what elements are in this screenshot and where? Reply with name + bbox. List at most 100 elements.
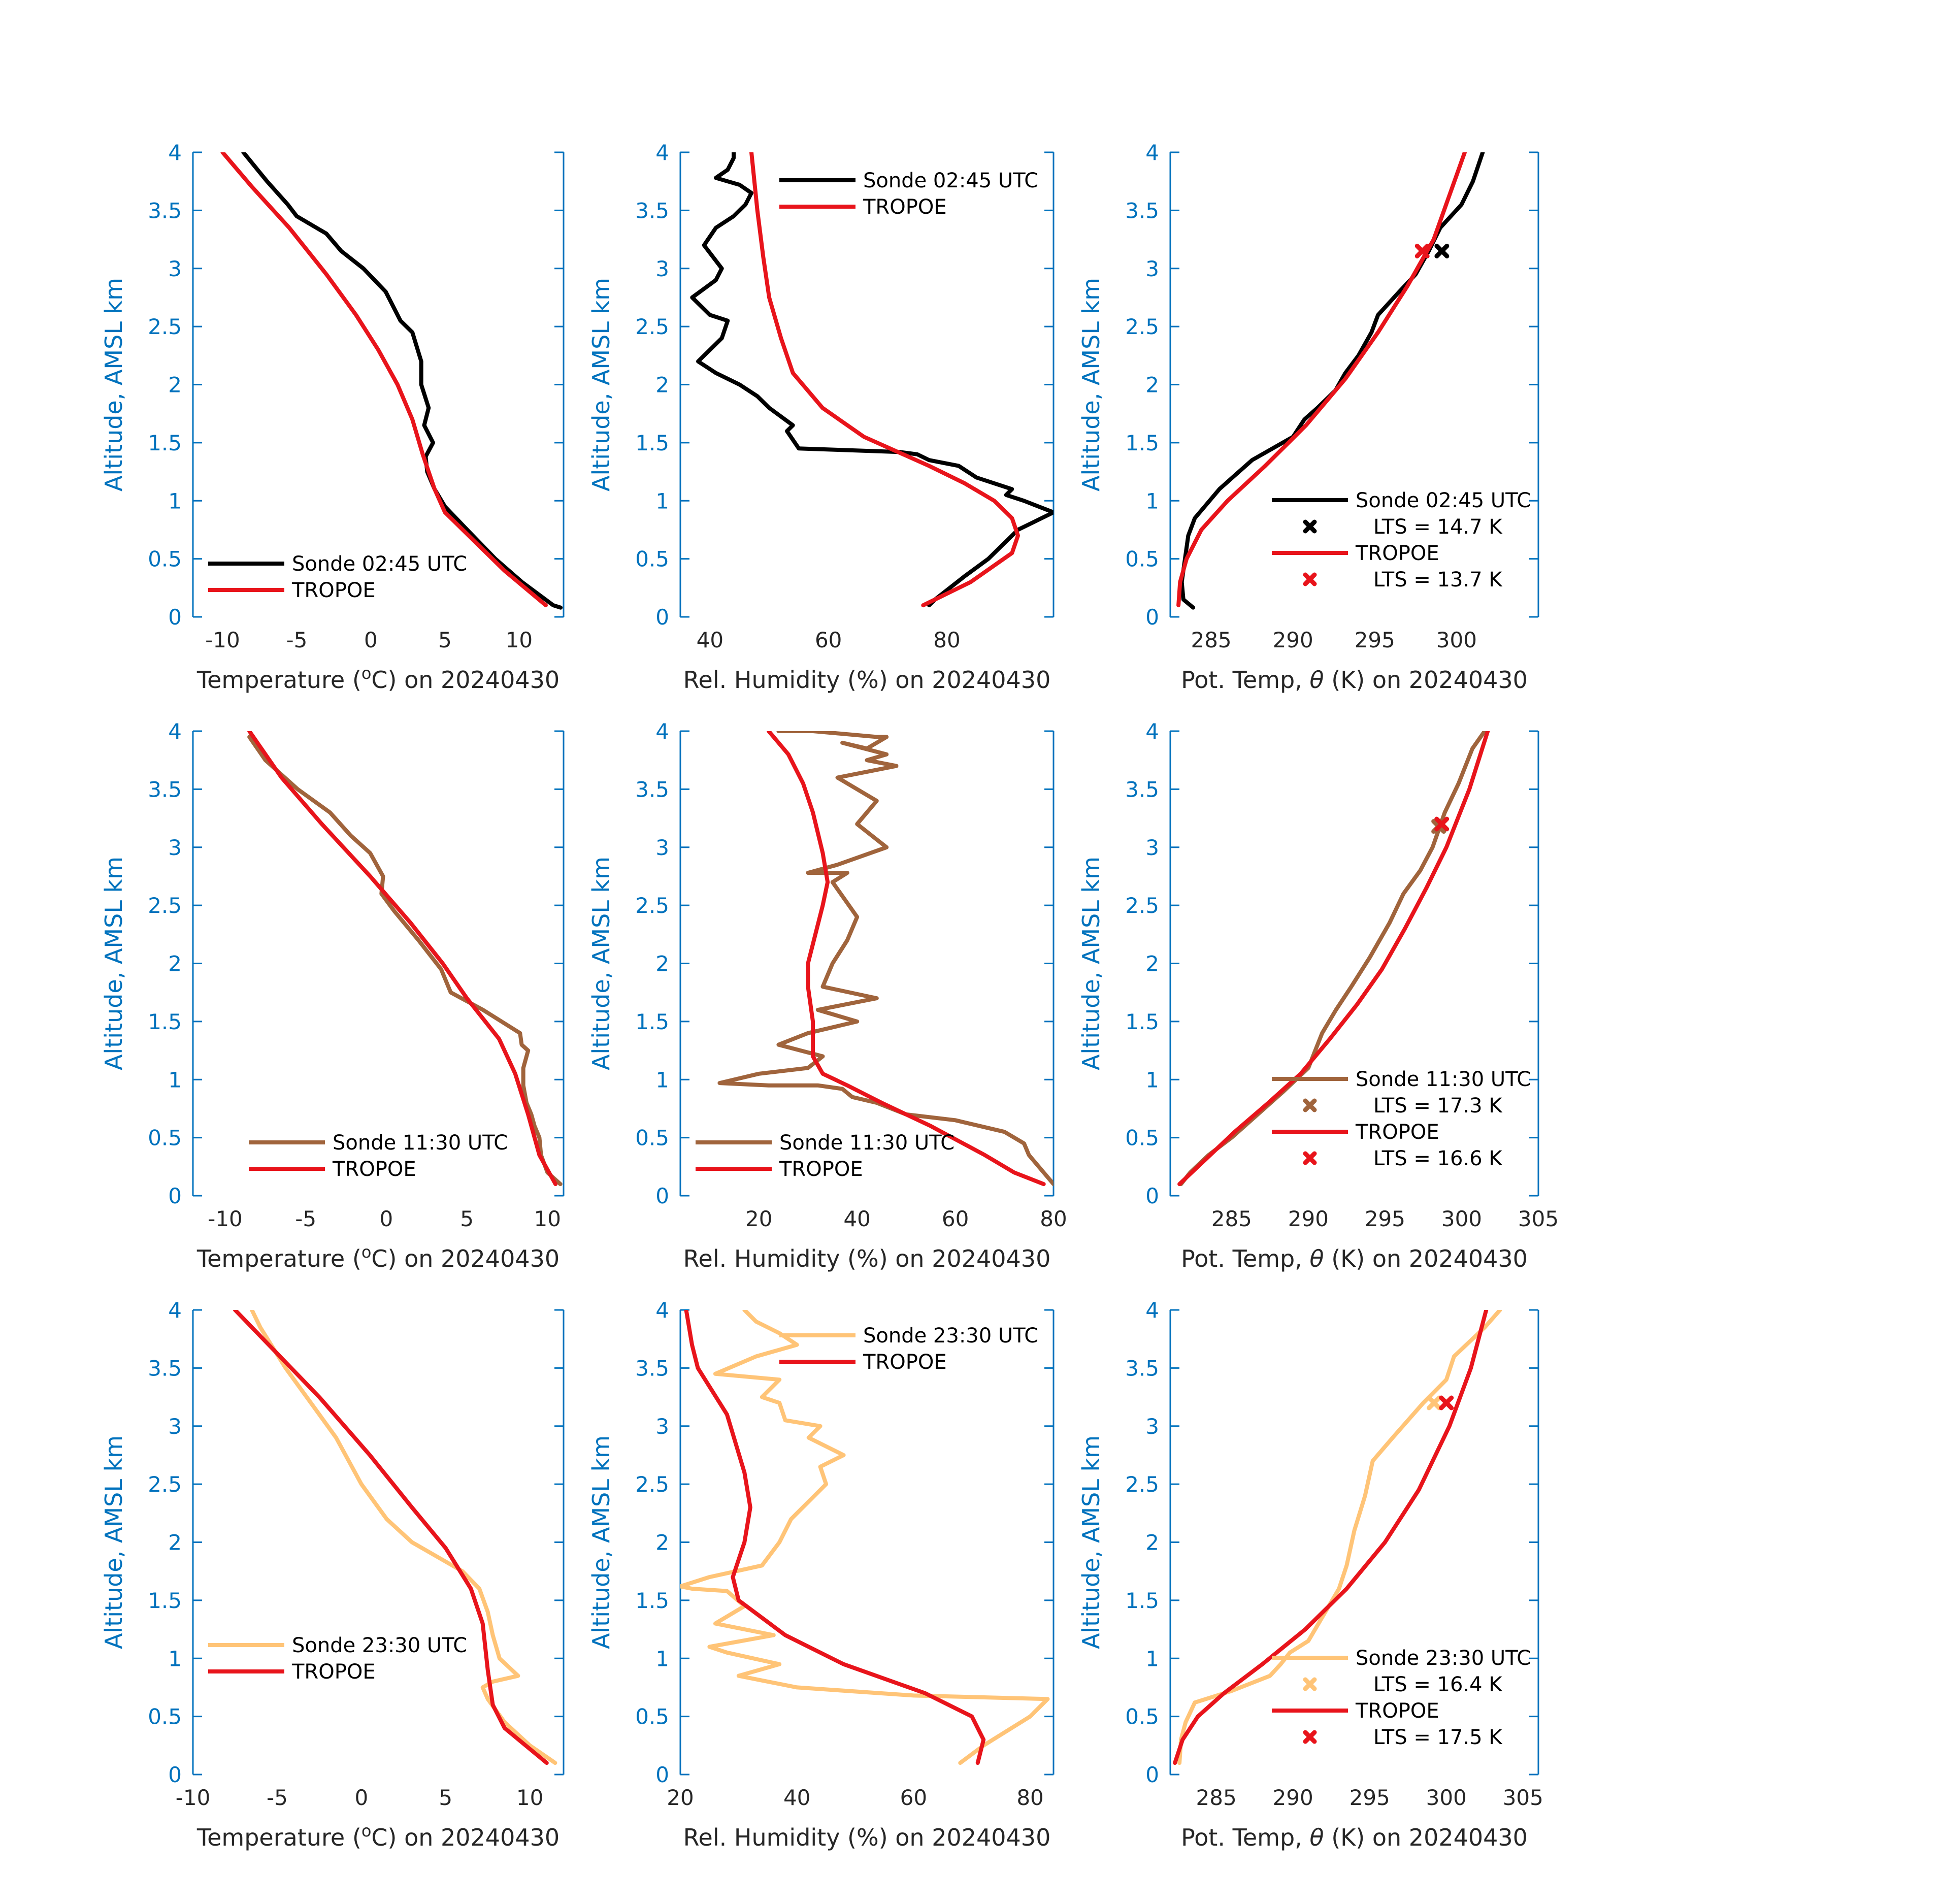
x-tick-label: -5 [267,1785,288,1810]
x-tick-label: 40 [783,1785,810,1810]
series-line-tropoe [247,731,558,1187]
legend-marker-icon [1303,1151,1317,1165]
y-tick-label: 1.5 [1125,1009,1159,1034]
legend: Sonde 02:45 UTC TROPOE [208,552,467,602]
legend: Sonde 11:30 UTC TROPOE [249,1131,508,1181]
y-tick-label: 1 [655,488,669,513]
series-line-sonde [241,152,563,610]
y-tick-label: 0 [1145,1184,1159,1208]
legend: Sonde 02:45 UTC TROPOE [779,169,1038,219]
legend-label: LTS = 13.7 K [1373,568,1503,592]
legend: Sonde 02:45 UTC LTS = 14.7 K TROPOE LTS = 1… [1272,489,1531,592]
y-tick-label: 2 [1145,373,1159,398]
legend-label: Sonde 23:30 UTC [863,1324,1038,1348]
y-tick-label: 3 [655,256,669,281]
legend-label: Sonde 23:30 UTC [292,1634,467,1657]
y-tick-label: 4 [655,140,669,165]
panel-rh-1130: 0 0.5 1 1.5 2 2.5 3 3.5 4 20 40 60 80 Altitude, AMSL … [587,719,1067,1272]
y-tick-label: 4 [1145,140,1159,165]
y-tick-label: 1.5 [635,1009,669,1034]
y-tick-label: 2 [655,1530,669,1555]
x-tick-label: 295 [1349,1785,1390,1810]
y-tick-label: 2 [168,373,182,398]
legend-label: TROPOE [863,195,947,219]
y-tick-label: 2 [1145,1530,1159,1555]
y-tick-label: 3 [1145,256,1159,281]
x-axis-label: Temperature (oC) on 20240430 [196,1821,559,1851]
y-axis-label: Altitude, AMSL km [1077,1435,1105,1649]
legend-label: TROPOE [779,1158,863,1181]
x-tick-label: 20 [745,1206,772,1231]
series-line-tropoe [749,152,1020,608]
y-tick-label: 3.5 [148,777,182,802]
legend-marker-icon [1303,519,1317,534]
y-tick-label: 0 [655,1184,669,1208]
y-tick-label: 2 [655,951,669,976]
x-tick-label: -5 [286,628,307,652]
y-tick-label: 4 [168,140,182,165]
x-axis-label: Pot. Temp, θ (K) on 20240430 [1181,1245,1528,1272]
y-tick-label: 0.5 [148,547,182,572]
series-line-tropoe [220,152,548,608]
x-tick-label: 0 [364,628,378,652]
x-tick-label: 290 [1273,628,1313,652]
legend-label: Sonde 02:45 UTC [1356,489,1531,512]
y-tick-label: 1 [655,1067,669,1092]
y-tick-label: 0 [1145,605,1159,630]
legend-marker-icon [1303,1730,1317,1744]
series-line-sonde [250,1310,557,1765]
y-tick-label: 0.5 [635,1126,669,1151]
legend-label: Sonde 11:30 UTC [333,1131,508,1155]
panel-rh-2330: 0 0.5 1 1.5 2 2.5 3 3.5 4 20 40 60 80 Altitude, AMSL … [587,1298,1055,1851]
y-tick-label: 3 [1145,1414,1159,1439]
y-tick-label: 3 [655,1414,669,1439]
x-tick-label: 295 [1365,1206,1405,1231]
plot-area [247,731,563,1187]
legend-label: TROPOE [863,1351,947,1374]
legend-label: Sonde 11:30 UTC [779,1131,954,1155]
x-tick-label: -10 [205,628,240,652]
legend-label: TROPOE [1355,1699,1439,1723]
x-tick-label: -5 [295,1206,316,1231]
legend-label: TROPOE [1355,542,1439,565]
lts-marker-sonde [1427,1395,1442,1410]
x-tick-label: 300 [1436,628,1477,652]
x-tick-label: 285 [1211,1206,1252,1231]
legend-label: Sonde 02:45 UTC [292,552,467,576]
series-line-tropoe [767,731,1046,1187]
x-tick-label: 5 [460,1206,474,1231]
series-line-tropoe [1176,152,1467,608]
y-tick-label: 2 [168,1530,182,1555]
legend: Sonde 23:30 UTC TROPOE [779,1324,1038,1374]
legend-label: LTS = 16.6 K [1373,1147,1503,1170]
plot-area [690,152,1054,608]
y-tick-label: 3.5 [1125,777,1159,802]
panel-rh-0245: 0 0.5 1 1.5 2 2.5 3 3.5 4 40 60 80 Altitude, AMSL km… [587,140,1055,694]
series-line-tropoe [684,1310,986,1765]
y-tick-label: 0 [168,1184,182,1208]
y-tick-label: 2.5 [635,1472,669,1497]
legend-marker-icon [1303,1098,1317,1112]
y-tick-label: 0 [168,1762,182,1787]
legend-label: LTS = 17.3 K [1373,1094,1503,1118]
x-axis-label: Rel. Humidity (%) on 20240430 [683,1245,1051,1272]
y-tick-label: 4 [168,1298,182,1323]
x-tick-label: 0 [354,1785,368,1810]
y-tick-label: 2 [168,951,182,976]
y-tick-label: 2.5 [1125,314,1159,339]
lts-marker-sonde [1434,243,1450,258]
y-axis-label: Altitude, AMSL km [100,1435,127,1649]
y-tick-label: 1.5 [148,1009,182,1034]
legend-label: LTS = 16.4 K [1373,1673,1503,1696]
y-tick-label: 1 [168,1067,182,1092]
series-line-tropoe [1177,731,1490,1187]
legend-label: Sonde 02:45 UTC [863,169,1038,192]
plot-area [680,1310,1050,1765]
plot-area [220,152,563,610]
x-tick-label: 305 [1518,1206,1559,1231]
x-tick-label: 285 [1196,1785,1237,1810]
x-tick-label: 20 [667,1785,694,1810]
y-tick-label: 0.5 [148,1704,182,1729]
x-tick-label: 10 [534,1206,561,1231]
